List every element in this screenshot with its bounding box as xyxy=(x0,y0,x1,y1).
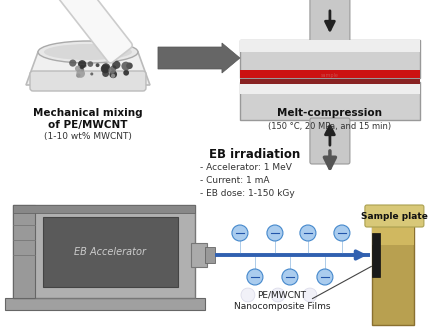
Bar xyxy=(372,233,380,277)
Circle shape xyxy=(102,70,109,77)
Bar xyxy=(240,70,420,78)
Circle shape xyxy=(88,61,93,67)
Circle shape xyxy=(108,67,116,74)
Circle shape xyxy=(81,68,84,71)
Circle shape xyxy=(271,288,285,302)
Bar xyxy=(43,217,178,287)
Bar xyxy=(372,225,414,325)
Circle shape xyxy=(90,72,93,75)
Circle shape xyxy=(76,73,81,78)
Polygon shape xyxy=(26,52,150,85)
Text: (1-10 wt% MWCNT): (1-10 wt% MWCNT) xyxy=(44,132,132,141)
Text: Melt-compression: Melt-compression xyxy=(277,108,382,118)
Bar xyxy=(240,82,420,94)
Text: (150 °C, 20 MPa, and 15 min): (150 °C, 20 MPa, and 15 min) xyxy=(268,122,392,131)
Bar xyxy=(372,225,414,245)
Circle shape xyxy=(101,64,110,73)
Circle shape xyxy=(267,225,283,241)
Circle shape xyxy=(69,60,76,67)
Bar xyxy=(205,247,215,263)
Text: EB irradiation: EB irradiation xyxy=(209,148,300,161)
Text: Mechanical mixing
of PE/MWCNT: Mechanical mixing of PE/MWCNT xyxy=(33,108,143,130)
Circle shape xyxy=(123,70,129,76)
Bar xyxy=(240,82,420,120)
Circle shape xyxy=(241,288,255,302)
FancyBboxPatch shape xyxy=(365,205,424,227)
Circle shape xyxy=(75,66,81,72)
Circle shape xyxy=(80,65,84,69)
FancyBboxPatch shape xyxy=(310,118,350,164)
Text: sample: sample xyxy=(321,72,339,77)
Bar xyxy=(240,40,420,78)
Ellipse shape xyxy=(44,44,132,60)
Circle shape xyxy=(282,269,298,285)
Circle shape xyxy=(317,269,333,285)
Bar xyxy=(13,205,195,213)
Circle shape xyxy=(111,74,115,78)
Circle shape xyxy=(84,64,87,67)
Circle shape xyxy=(247,269,263,285)
FancyArrow shape xyxy=(158,43,240,73)
FancyBboxPatch shape xyxy=(30,71,146,91)
Text: Sample plate: Sample plate xyxy=(361,211,428,220)
Circle shape xyxy=(334,225,350,241)
Text: EB Accelerator: EB Accelerator xyxy=(74,247,146,257)
Bar xyxy=(5,298,205,310)
Bar xyxy=(191,243,207,267)
Circle shape xyxy=(300,225,316,241)
Circle shape xyxy=(110,71,117,78)
Bar xyxy=(13,205,35,298)
Bar xyxy=(13,205,195,298)
Circle shape xyxy=(232,225,248,241)
Circle shape xyxy=(76,69,85,78)
Circle shape xyxy=(110,65,117,71)
Bar xyxy=(240,79,420,84)
Circle shape xyxy=(102,63,110,72)
FancyBboxPatch shape xyxy=(310,0,350,42)
Text: Nanocomposite Films: Nanocomposite Films xyxy=(234,302,330,311)
Text: PE/MWCNT: PE/MWCNT xyxy=(258,290,307,299)
FancyBboxPatch shape xyxy=(58,0,132,63)
Circle shape xyxy=(303,288,317,302)
Circle shape xyxy=(78,60,86,68)
Circle shape xyxy=(121,62,130,70)
Bar xyxy=(240,40,420,52)
Circle shape xyxy=(112,61,120,69)
Ellipse shape xyxy=(38,41,138,63)
Circle shape xyxy=(126,63,133,69)
Circle shape xyxy=(95,63,99,67)
Text: - Accelerator: 1 MeV
- Current: 1 mA
- EB dose: 1-150 kGy: - Accelerator: 1 MeV - Current: 1 mA - E… xyxy=(200,163,295,198)
